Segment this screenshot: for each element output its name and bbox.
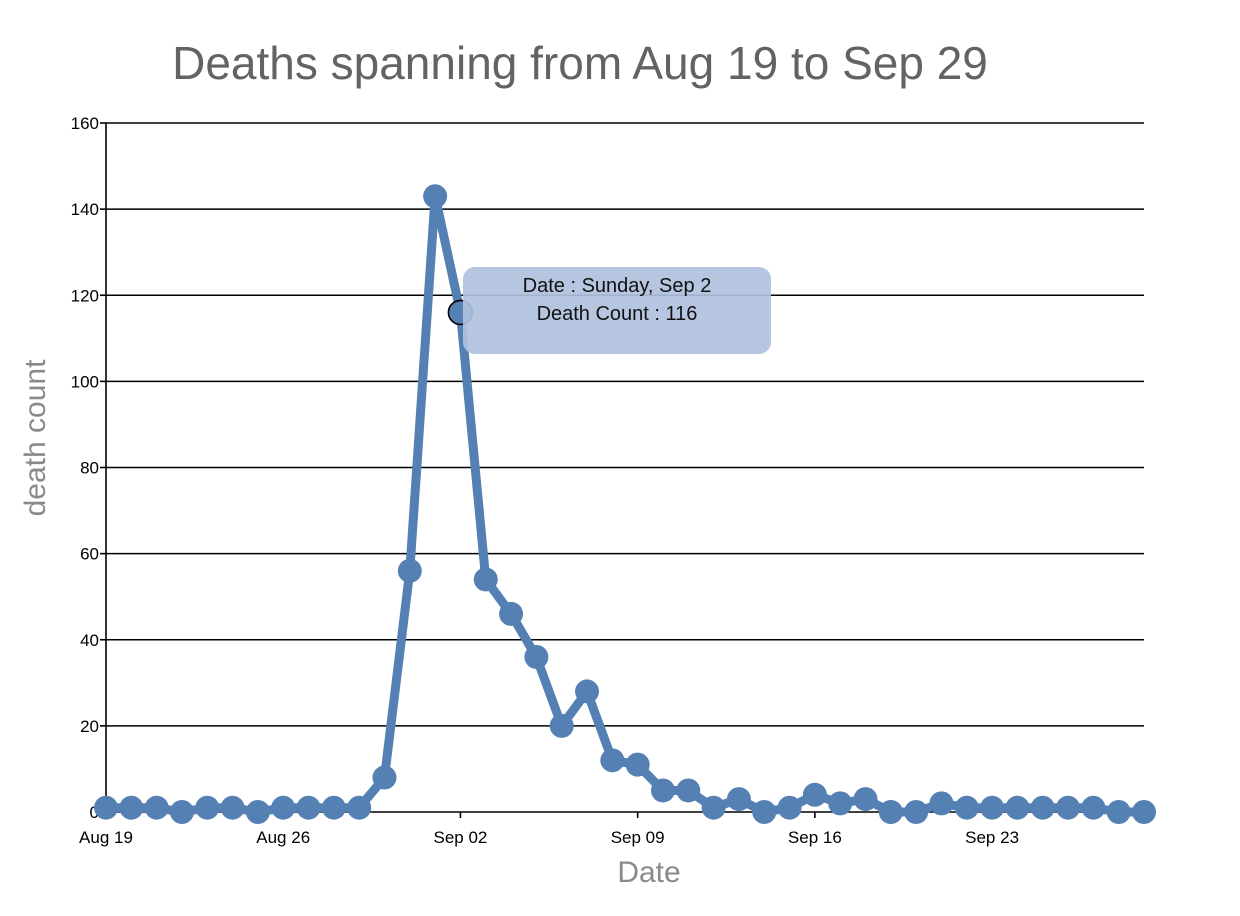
data-point-2012-09-13[interactable] [726, 787, 751, 812]
y-tick-label-0: 0 [90, 803, 99, 822]
data-point-2012-09-28[interactable] [1106, 800, 1131, 824]
data-point-2012-09-27[interactable] [1081, 795, 1106, 820]
data-point-2012-09-18[interactable] [853, 787, 878, 812]
tooltip: Date : Sunday, Sep 2 Death Count : 116 [463, 267, 771, 354]
data-point-2012-09-04[interactable] [499, 601, 524, 626]
data-point-2012-09-12[interactable] [701, 795, 726, 820]
data-point-2012-09-16[interactable] [802, 782, 827, 807]
data-point-2012-09-01[interactable] [423, 184, 448, 209]
data-point-2012-09-11[interactable] [676, 778, 701, 803]
data-point-2012-09-14[interactable] [752, 800, 777, 824]
data-point-2012-09-23[interactable] [980, 795, 1005, 820]
data-point-2012-08-21[interactable] [144, 795, 169, 820]
y-tick-label-80: 80 [80, 459, 99, 478]
data-point-2012-08-25[interactable] [245, 800, 270, 824]
y-tick-label-100: 100 [71, 372, 99, 391]
data-point-2012-08-24[interactable] [220, 795, 245, 820]
tooltip-date: Date : Sunday, Sep 2 [522, 275, 712, 297]
data-point-2012-09-05[interactable] [524, 644, 549, 669]
data-point-2012-09-22[interactable] [954, 795, 979, 820]
y-tick-label-120: 120 [71, 286, 99, 305]
axes [105, 123, 1144, 818]
x-tick-label-Sep 02: Sep 02 [433, 828, 487, 847]
data-point-2012-09-19[interactable] [878, 800, 903, 824]
data-point-2012-09-06[interactable] [549, 713, 574, 738]
x-tick-label-Sep 16: Sep 16 [788, 828, 842, 847]
y-tick-label-40: 40 [80, 631, 99, 650]
data-point-2012-09-15[interactable] [777, 795, 802, 820]
y-tick-label-140: 140 [71, 200, 99, 219]
data-point-2012-09-25[interactable] [1030, 795, 1055, 820]
x-axis-title: Date [617, 856, 680, 889]
grid-lines [100, 122, 1144, 813]
x-tick-labels: Aug 19 Aug 26 Sep 02 Sep 09 Sep 16 Sep 23 [79, 828, 1019, 847]
data-point-2012-09-08[interactable] [600, 748, 625, 773]
data-point-2012-08-23[interactable] [195, 795, 220, 820]
data-point-2012-09-26[interactable] [1056, 795, 1081, 820]
data-point-2012-08-19[interactable] [94, 795, 118, 820]
data-point-2012-09-17[interactable] [828, 791, 853, 816]
y-axis-title: death count [19, 359, 52, 516]
data-point-2012-08-20[interactable] [119, 795, 144, 820]
data-point-2012-09-21[interactable] [929, 791, 954, 816]
y-tick-label-60: 60 [80, 545, 99, 564]
data-points[interactable] [94, 184, 1156, 824]
data-point-2012-08-31[interactable] [397, 558, 422, 583]
chart-title: Deaths spanning from Aug 19 to Sep 29 [172, 37, 988, 89]
data-point-2012-08-29[interactable] [347, 795, 372, 820]
data-point-2012-08-28[interactable] [321, 795, 346, 820]
tooltip-count: Death Count : 116 [536, 303, 698, 325]
data-point-2012-08-22[interactable] [169, 800, 194, 824]
data-point-2012-09-07[interactable] [575, 679, 600, 704]
data-point-2012-09-09[interactable] [625, 752, 650, 777]
data-point-2012-09-29[interactable] [1132, 800, 1156, 824]
y-tick-label-160: 160 [71, 114, 99, 133]
x-tick-label-Aug 26: Aug 26 [256, 828, 310, 847]
data-point-2012-09-10[interactable] [650, 778, 675, 803]
x-tick-label-Sep 23: Sep 23 [965, 828, 1019, 847]
data-point-2012-08-30[interactable] [372, 765, 397, 790]
data-point-2012-09-03[interactable] [473, 567, 498, 592]
data-point-2012-08-26[interactable] [271, 795, 296, 820]
data-point-2012-09-24[interactable] [1005, 795, 1030, 820]
data-point-2012-09-20[interactable] [904, 800, 929, 824]
data-point-2012-08-27[interactable] [296, 795, 321, 820]
y-tick-labels: 0 20 40 60 80 100 120 140 160 [71, 114, 99, 822]
y-tick-label-20: 20 [80, 717, 99, 736]
x-tick-label-Aug 19: Aug 19 [79, 828, 133, 847]
x-tick-label-Sep 09: Sep 09 [611, 828, 665, 847]
